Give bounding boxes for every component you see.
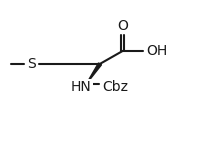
Text: OH: OH <box>147 44 168 58</box>
Text: S: S <box>27 57 36 71</box>
Text: Cbz: Cbz <box>102 80 128 94</box>
Polygon shape <box>86 63 102 84</box>
Text: O: O <box>117 19 128 33</box>
Text: HN: HN <box>71 80 92 94</box>
